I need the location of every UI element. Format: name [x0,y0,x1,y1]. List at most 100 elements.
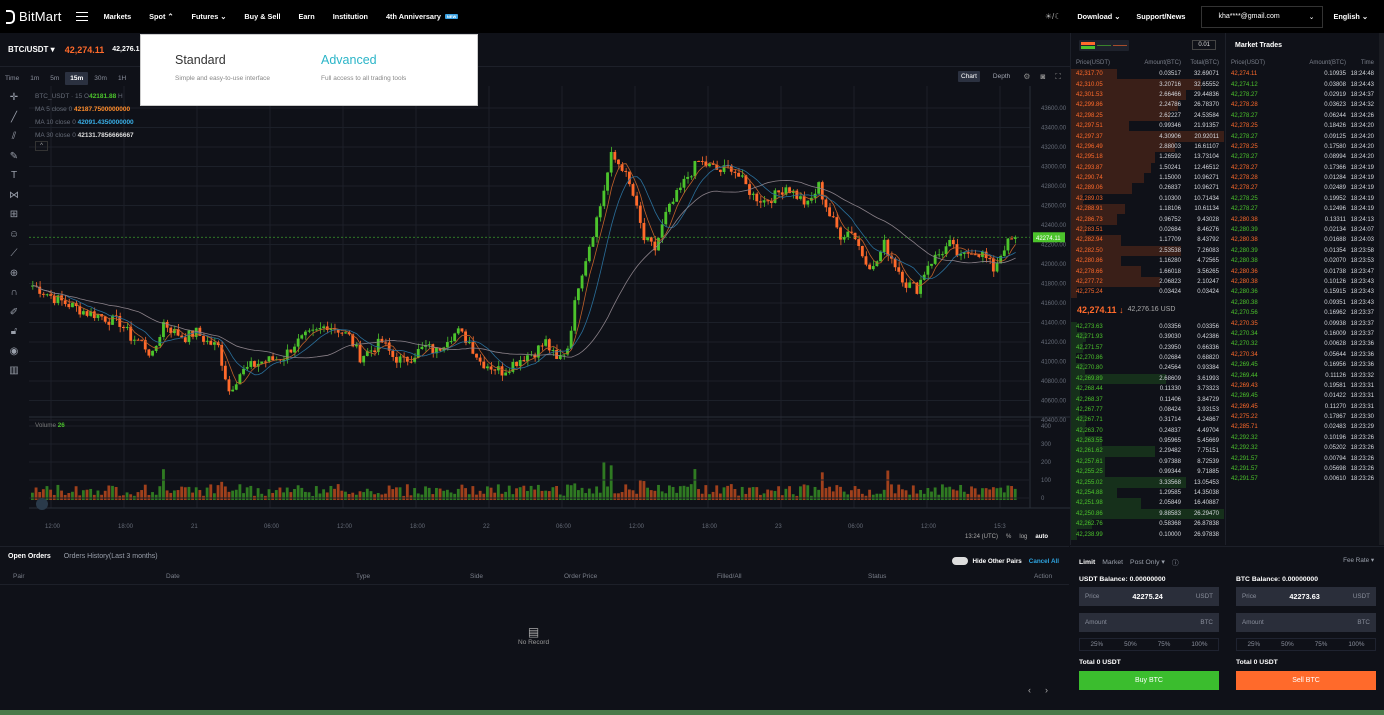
buy-100[interactable]: 100% [1191,641,1208,648]
interval-1m[interactable]: 1m [30,74,40,82]
zoom-in-icon[interactable]: ⊕ [9,267,19,279]
ask-row[interactable]: 42,275.24 0.03424 0.03424 [1071,287,1224,298]
bitmart-logo[interactable]: BitMart [6,9,62,24]
cancel-all-button[interactable]: Cancel All [1028,557,1059,565]
both-view-icon[interactable] [1081,41,1095,49]
ask-row[interactable]: 42,289.06 0.26837 10.96271 [1071,183,1224,194]
text-icon[interactable]: T [10,170,18,182]
ask-row[interactable]: 42,277.72 2.06823 2.10247 [1071,276,1224,288]
chart-tab[interactable]: Chart [958,71,980,82]
ask-row[interactable]: 42,296.49 2.88003 16.61107 [1071,141,1224,153]
info-icon[interactable]: ⓘ [1171,560,1179,567]
ask-row[interactable]: 42,282.50 2.53538 7.26083 [1071,245,1224,257]
menu-icon[interactable] [75,11,88,22]
spot-standard-option[interactable]: Standard Simple and easy-to-use interfac… [175,53,271,82]
precision-selector[interactable]: 0.01 [1192,40,1216,50]
sell-price-input[interactable]: Price 42273.63 USDT [1236,587,1376,606]
sell-50[interactable]: 50% [1281,641,1294,648]
ask-row[interactable]: 42,283.51 0.02684 8.46276 [1071,224,1224,236]
ask-row[interactable]: 42,310.05 3.20716 32.65552 [1071,79,1224,90]
bid-row[interactable]: 42,267.71 0.31714 4.24867 [1071,415,1224,426]
ask-row[interactable]: 42,278.66 1.66018 3.56265 [1071,266,1224,277]
support-news-link[interactable]: Support/News [1136,12,1186,21]
emoji-icon[interactable]: ☺ [8,228,20,240]
ask-row[interactable]: 42,297.37 4.30906 20.92011 [1071,131,1224,142]
interval-30m[interactable]: 30m [94,74,107,82]
bid-row[interactable]: 42,250.86 9.88583 26.29470 [1071,508,1224,520]
buy-amount-input[interactable]: Amount BTC [1079,613,1219,632]
ask-row[interactable]: 42,297.51 0.99346 21.91357 [1071,120,1224,132]
bid-row[interactable]: 42,238.99 0.10000 26.97838 [1071,529,1224,540]
ask-row[interactable]: 42,290.74 1.15000 10.96271 [1071,172,1224,184]
scrollbar[interactable] [1379,33,1384,545]
tab-open-orders[interactable]: Open Orders [8,553,51,560]
ask-row[interactable]: 42,280.86 1.16280 4.72565 [1071,256,1224,267]
bid-row[interactable]: 42,268.44 0.11330 3.73323 [1071,383,1224,395]
ask-row[interactable]: 42,317.70 0.03517 32.69071 [1071,69,1224,80]
nav-markets[interactable]: Markets [103,12,132,21]
sell-25[interactable]: 25% [1247,641,1261,648]
download-menu[interactable]: Download ⌄ [1077,12,1121,21]
log-toggle[interactable]: log [1019,534,1028,540]
settings-icon[interactable]: ⚙ [1023,72,1031,81]
next-page-icon[interactable]: › [1045,685,1048,695]
tab-orders-history[interactable]: Orders History(Last 3 months) [63,553,158,560]
nav-institution[interactable]: Institution [332,12,368,21]
bid-row[interactable]: 42,273.63 0.03356 0.03356 [1071,321,1224,332]
nav-earn[interactable]: Earn [298,12,315,21]
language-selector[interactable]: English ⌄ [1333,12,1368,21]
interval-time[interactable]: Time [5,74,20,82]
camera-icon[interactable]: ◙ [1040,72,1046,81]
buy-75[interactable]: 75% [1157,641,1171,648]
bid-row[interactable]: 42,268.37 0.11406 3.84729 [1071,394,1224,405]
bid-row[interactable]: 42,255.02 3.33568 13.05453 [1071,477,1224,488]
bid-row[interactable]: 42,271.57 0.23950 0.66336 [1071,342,1224,353]
interval-15m[interactable]: 15m [65,71,89,85]
nav-anniversary[interactable]: 4th Anniversary NEW [386,12,459,21]
auto-toggle[interactable]: auto [1035,534,1049,540]
trend-line-icon[interactable]: ╱ [10,111,18,123]
ask-row[interactable]: 42,288.91 1.18106 10.61134 [1071,204,1224,215]
ask-row[interactable]: 42,298.25 2.62227 24.53584 [1071,110,1224,121]
price-chart[interactable]: 43600.00 43400.00 43200.00 43000.00 42800.00… [29,86,1070,542]
depth-tab[interactable]: Depth [992,73,1011,80]
ruler-icon[interactable]: ⟋ [10,248,18,260]
ask-row[interactable]: 42,299.86 2.24786 26.78370 [1071,100,1224,111]
hide-other-pairs-toggle[interactable] [952,557,969,565]
bid-row[interactable]: 42,263.55 0.95965 5.45669 [1071,435,1224,447]
measure-icon[interactable]: ⊞ [9,209,19,221]
ask-row[interactable]: 42,289.03 0.10300 10.71434 [1071,193,1224,205]
trash-icon[interactable]: ▥ [9,365,19,377]
account-dropdown[interactable]: kha****@gmail.com ⌄ [1201,5,1324,28]
bid-row[interactable]: 42,263.70 0.24837 4.49704 [1071,425,1224,436]
percent-toggle[interactable]: % [1006,534,1012,540]
fullscreen-icon[interactable]: ⛶ [1055,71,1061,81]
bid-row[interactable]: 42,251.98 2.05849 16.40887 [1071,498,1224,509]
sell-amount-input[interactable]: Amount BTC [1236,613,1376,632]
buy-price-input[interactable]: Price 42275.24 USDT [1079,587,1219,606]
bid-row[interactable]: 42,254.88 1.29585 14.35038 [1071,487,1224,499]
pair-selector[interactable]: BTC/USDT ▾ [8,45,55,54]
bid-row[interactable]: 42,262.76 0.58368 26.87838 [1071,519,1224,530]
bid-row[interactable]: 42,267.77 0.08424 3.93153 [1071,404,1224,416]
bid-row[interactable]: 42,270.80 0.24564 0.93384 [1071,363,1224,374]
sell-100[interactable]: 100% [1348,641,1365,648]
ask-row[interactable]: 42,293.87 1.50241 12.46512 [1071,162,1224,173]
bid-row[interactable]: 42,257.61 0.97388 8.72539 [1071,456,1224,468]
eye-icon[interactable]: ◉ [9,345,19,357]
prev-page-icon[interactable]: ‹ [1028,685,1031,695]
lock-drawing-icon[interactable]: ✐ [9,306,19,318]
bids-view-icon[interactable] [1097,41,1111,49]
nav-buy-sell[interactable]: Buy & Sell [244,12,281,21]
bid-row[interactable]: 42,261.62 2.29482 7.75151 [1071,446,1224,457]
crosshair-icon[interactable]: ✛ [9,92,19,104]
collapse-legend-button[interactable]: ^ [35,141,48,151]
brush-icon[interactable]: ✎ [9,150,19,162]
buy-btc-button[interactable]: Buy BTC [1079,671,1219,690]
pattern-icon[interactable]: ⋈ [9,189,19,201]
bid-row[interactable]: 42,270.86 0.02684 0.68820 [1071,352,1224,364]
asks-view-icon[interactable] [1113,41,1127,49]
ask-row[interactable]: 42,282.94 1.17709 8.43792 [1071,235,1224,246]
magnet-icon[interactable]: ∩ [10,287,18,299]
nav-spot[interactable]: Spot ⌃ [149,12,174,21]
